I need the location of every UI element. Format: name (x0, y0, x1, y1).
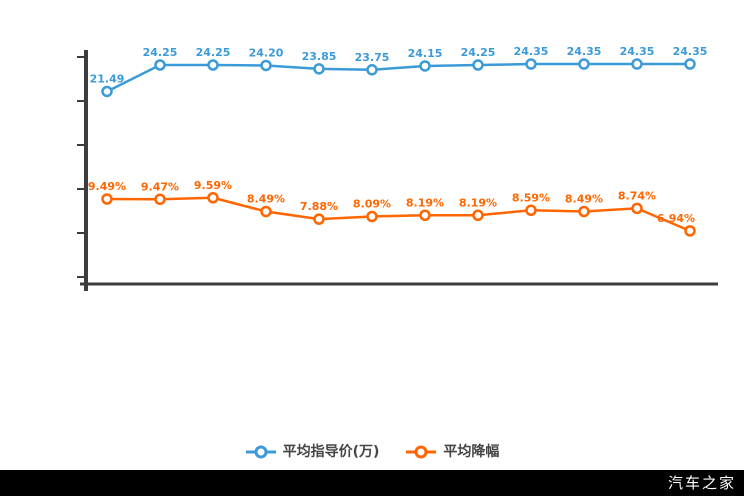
data-point-marker[interactable] (207, 59, 219, 71)
point-label: 23.75 (355, 51, 390, 64)
data-point-marker[interactable] (472, 209, 484, 221)
data-point-marker[interactable] (154, 193, 166, 205)
data-point-marker[interactable] (525, 204, 537, 216)
point-label: 24.15 (408, 47, 443, 60)
watermark-bar: 汽车之家 (0, 470, 744, 496)
line-marker-icon (406, 445, 437, 459)
legend-label-price: 平均指导价(万) (282, 444, 380, 460)
discount-series-line (106, 196, 691, 233)
point-label: 24.35 (620, 45, 655, 58)
data-point-marker[interactable] (260, 59, 272, 72)
point-label: 24.25 (196, 46, 231, 59)
data-point-marker[interactable] (631, 202, 643, 215)
point-label: 24.25 (143, 46, 178, 59)
data-point-marker[interactable] (525, 58, 537, 70)
point-label: 24.25 (461, 46, 496, 59)
data-point-marker[interactable] (154, 59, 166, 71)
data-point-marker[interactable] (101, 85, 113, 98)
data-point-marker[interactable] (684, 58, 696, 70)
data-point-marker[interactable] (313, 63, 325, 75)
point-label: 8.49% (565, 193, 603, 206)
point-label: 24.35 (673, 45, 708, 58)
data-point-marker[interactable] (207, 192, 219, 204)
legend-item-price[interactable]: 平均指导价(万) (245, 444, 380, 460)
data-point-marker[interactable] (101, 193, 113, 205)
data-point-marker[interactable] (631, 58, 643, 70)
point-label: 21.49 (90, 72, 125, 85)
line-marker-icon (245, 445, 276, 459)
point-label: 9.49% (88, 180, 126, 193)
data-point-marker[interactable] (578, 58, 590, 70)
legend-label-discount: 平均降幅 (443, 444, 500, 460)
price-series-line (106, 62, 690, 93)
data-point-marker[interactable] (419, 209, 431, 221)
chart-area: 21.49 24.25 24.25 24.20 23.85 23.75 24.15 24.25… (77, 45, 718, 291)
chart-canvas: 21.49 24.25 24.25 24.20 23.85 23.75 24.15 24.25… (77, 45, 718, 291)
point-label: 24.35 (514, 45, 549, 58)
point-label: 23.85 (302, 50, 337, 63)
chart-legend: 平均指导价(万) 平均降幅 (0, 440, 744, 464)
point-label: 7.88% (300, 200, 338, 213)
data-point-marker[interactable] (684, 225, 696, 237)
data-point-marker[interactable] (419, 60, 431, 72)
point-label: 8.74% (618, 189, 656, 202)
point-label: 9.47% (141, 180, 179, 193)
data-point-marker[interactable] (260, 205, 272, 218)
brand-watermark: 汽车之家 (667, 473, 736, 492)
point-label: 24.20 (249, 46, 284, 59)
point-label: 24.35 (567, 45, 602, 58)
point-label: 8.49% (247, 193, 285, 206)
point-label: 8.09% (353, 198, 391, 211)
point-label: 8.19% (459, 196, 497, 209)
data-point-marker[interactable] (313, 213, 325, 225)
point-label: 9.59% (194, 179, 232, 192)
point-label: 6.94% (657, 212, 695, 225)
data-point-marker[interactable] (578, 205, 590, 218)
data-point-marker[interactable] (472, 59, 484, 71)
point-label: 8.59% (512, 191, 550, 204)
data-point-marker[interactable] (366, 64, 378, 76)
legend-item-discount[interactable]: 平均降幅 (405, 444, 499, 460)
data-point-marker[interactable] (366, 210, 378, 223)
point-label: 8.19% (406, 196, 444, 209)
